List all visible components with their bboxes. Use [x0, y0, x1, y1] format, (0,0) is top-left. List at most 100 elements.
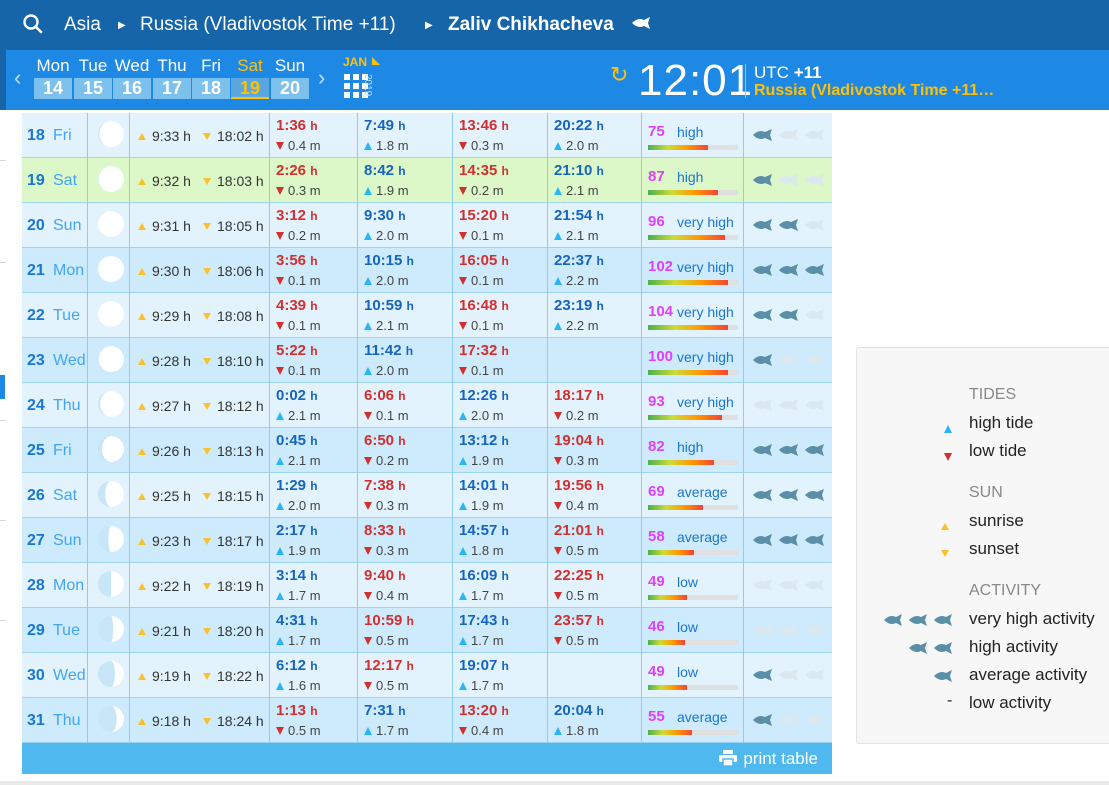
- print-table-button[interactable]: print table: [719, 749, 818, 769]
- low-tide-icon: [459, 232, 467, 240]
- activity-cell: 104 very high: [642, 293, 744, 338]
- tide-cell: 1:13 h 0.5 m: [270, 698, 358, 743]
- left-strip: [0, 50, 6, 110]
- tide-cell: 23:19 h 2.2 m: [548, 293, 642, 338]
- activity-fish-icons: [753, 669, 824, 681]
- sunrise-value: 9:30 h: [152, 263, 191, 279]
- sunset-time: 18:15 h: [203, 488, 264, 504]
- prev-week-icon[interactable]: ‹: [14, 65, 22, 90]
- activity-bar: [648, 640, 738, 645]
- activity-bar: [648, 460, 738, 465]
- left-edge-rule: [0, 262, 6, 263]
- date-cell: 26 Sat: [22, 473, 88, 518]
- timezone-name[interactable]: Russia (Vladivostok Time +11…: [754, 82, 995, 99]
- legend-very-high-activity: very high activity: [969, 609, 1095, 628]
- tide-cell: 10:59 h 2.1 m: [358, 293, 453, 338]
- date-cell: 29 Tue: [22, 608, 88, 653]
- low-tide-icon: [276, 727, 284, 735]
- fish-cell: [744, 113, 832, 158]
- day-tab-fri[interactable]: Fri 18: [192, 57, 230, 103]
- sunrise-time: 9:23 h: [138, 533, 191, 549]
- top-bar: Asia ▶ Russia (Vladivostok Time +11) ▶ Z…: [0, 0, 1109, 50]
- sunrise-icon: [138, 403, 146, 410]
- tide-time: 20:04 h: [554, 702, 604, 719]
- table-row: 24 Thu 9:27 h 18:12 h 0:02 h 2.1 m 6:06 h 0.1 m…: [22, 383, 832, 428]
- day-tab-name: Wed: [114, 56, 150, 75]
- low-tide-icon: [459, 277, 467, 285]
- high-tide-icon: [459, 682, 467, 690]
- low-tide-icon: [364, 592, 372, 600]
- fish-cell: [744, 158, 832, 203]
- sunrise-time: 9:29 h: [138, 308, 191, 324]
- low-tide-icon: [364, 457, 372, 465]
- sunset-time: 18:13 h: [203, 443, 264, 459]
- activity-cell: 102 very high: [642, 248, 744, 293]
- tide-cell: 21:01 h 0.5 m: [548, 518, 642, 563]
- tide-height: 0.2 m: [276, 228, 321, 243]
- sunrise-icon: [138, 358, 146, 365]
- tide-height: 1.7 m: [364, 723, 409, 738]
- moon-cell: [88, 698, 130, 743]
- low-tide-icon: [554, 592, 562, 600]
- tide-cell: [548, 653, 642, 698]
- activity-cell: 100 very high: [642, 338, 744, 383]
- search-icon[interactable]: [20, 11, 48, 39]
- high-tide-icon: [459, 547, 467, 555]
- sunrise-time: 9:25 h: [138, 488, 191, 504]
- sunrise-time: 9:27 h: [138, 398, 191, 414]
- day-tab-thu[interactable]: Thu 17: [153, 57, 191, 103]
- sunrise-time: 9:31 h: [138, 218, 191, 234]
- tide-height: 0.3 m: [459, 138, 504, 153]
- sunset-time: 18:12 h: [203, 398, 264, 414]
- calendar-corner-icon: [372, 57, 380, 65]
- row-day-number: 20: [27, 217, 45, 234]
- moon-cell: [88, 653, 130, 698]
- fish-cell: [744, 293, 832, 338]
- activity-cell: 87 high: [642, 158, 744, 203]
- day-tab-tue[interactable]: Tue 15: [74, 57, 112, 103]
- sunrise-value: 9:26 h: [152, 443, 191, 459]
- tide-cell: 6:50 h 0.2 m: [358, 428, 453, 473]
- tide-time: 14:35 h: [459, 162, 509, 179]
- row-day-number: 28: [27, 577, 45, 594]
- low-tide-icon: [276, 232, 284, 240]
- legend-low-tide: low tide: [969, 441, 1027, 460]
- date-bar: ‹ Mon 14 Tue 15 Wed 16 Thu 17 Fri 18 Sat 19 Sun 20 › …: [0, 50, 1109, 110]
- low-tide-icon: [944, 448, 956, 466]
- tide-cell: 12:26 h 2.0 m: [453, 383, 548, 428]
- activity-score: 58: [648, 528, 665, 545]
- high-tide-icon: [276, 637, 284, 645]
- current-time: 12:01: [638, 56, 754, 105]
- day-tab-sat[interactable]: Sat 19: [231, 57, 269, 103]
- very-high-activity-icon: [884, 614, 952, 626]
- low-tide-icon: [276, 142, 284, 150]
- fish-cell: [744, 428, 832, 473]
- tide-time: 7:49 h: [364, 117, 406, 134]
- low-tide-icon: [276, 187, 284, 195]
- moon-phase-icon: [98, 706, 124, 732]
- next-week-icon[interactable]: ›: [318, 65, 326, 90]
- tide-time: 21:01 h: [554, 522, 604, 539]
- tide-cell: 2:17 h 1.9 m: [270, 518, 358, 563]
- tide-height: 0.1 m: [459, 318, 504, 333]
- legend-average-activity: average activity: [969, 665, 1088, 684]
- left-edge-rule: [0, 420, 6, 421]
- day-tab-number: 17: [153, 78, 191, 99]
- tide-height: 1.8 m: [364, 138, 409, 153]
- tide-cell: 19:07 h 1.7 m: [453, 653, 548, 698]
- refresh-icon[interactable]: ↻: [610, 62, 629, 87]
- moon-cell: [88, 338, 130, 383]
- breadcrumb-region[interactable]: Asia: [64, 14, 101, 35]
- tide-time: 13:46 h: [459, 117, 509, 134]
- day-tab-sun[interactable]: Sun 20: [271, 57, 309, 103]
- low-activity-mark: -: [947, 692, 953, 709]
- tide-time: 10:59 h: [364, 612, 414, 629]
- day-tab-mon[interactable]: Mon 14: [34, 57, 72, 103]
- low-tide-icon: [364, 637, 372, 645]
- activity-score: 87: [648, 168, 665, 185]
- day-tab-wed[interactable]: Wed 16: [113, 57, 151, 103]
- calendar-button[interactable]: JAN 2019: [340, 54, 390, 106]
- sunset-icon: [203, 178, 211, 185]
- divider: [745, 64, 746, 98]
- breadcrumb-country[interactable]: Russia (Vladivostok Time +11): [140, 14, 396, 35]
